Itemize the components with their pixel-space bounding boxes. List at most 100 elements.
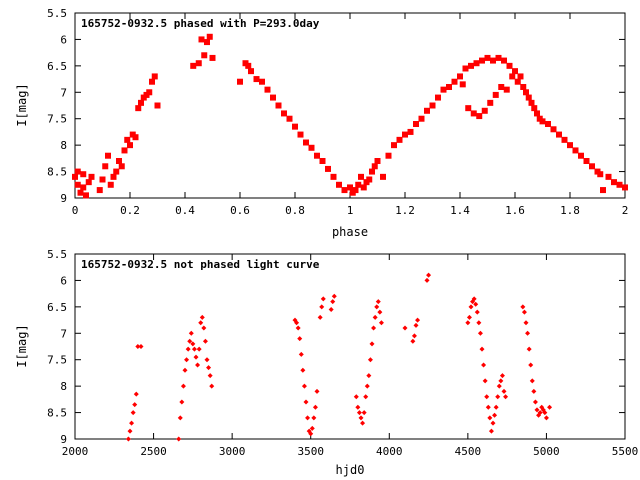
data-point [501,57,507,64]
x-tick-label: 1.2 [395,204,415,217]
data-point [116,158,122,164]
data-point [597,171,604,178]
data-point [275,102,282,109]
x-tick-label: 1 [347,204,354,217]
data-point [459,81,466,88]
y-tick-label: 9 [60,192,67,205]
data-point [537,410,543,416]
data-point [372,314,378,320]
data-point [355,181,362,188]
x-tick-label: 1.6 [505,204,525,217]
phased-panel: 0 0.2 0.4 0.6 0.8 1 1.2 1.4 1.6 1.8 2 5.5 6 6.5 7 7.5 8 8… [15,7,628,239]
data-point [297,131,304,138]
data-point [259,78,265,85]
data-point [545,121,551,127]
data-point [195,362,201,368]
y-tick-label: 6 [60,274,67,287]
phased-y-axis-title: I[mag] [15,83,29,126]
data-point [360,420,366,426]
data-point [297,336,303,342]
data-point [490,57,496,64]
data-point [202,338,208,344]
data-point [361,410,367,416]
data-point [201,52,208,59]
x-tick-label: 0 [72,204,79,217]
data-point [188,330,194,336]
data-point [352,187,359,194]
data-point [457,73,463,80]
data-point [355,404,361,410]
data-point [309,425,315,431]
data-point [366,176,373,183]
data-point [415,317,421,323]
data-point [358,415,364,421]
data-point [303,399,309,405]
data-point [529,378,535,384]
data-point [331,293,337,299]
data-point [179,399,185,405]
x-tick-label: 5000 [533,445,560,458]
data-point [198,320,204,326]
data-point [121,147,128,154]
data-point [129,420,135,426]
data-point [363,394,369,400]
data-point [446,84,452,90]
data-point [369,341,375,347]
y-tick-label: 6.5 [47,60,67,73]
data-point [341,187,348,194]
data-point [532,399,538,405]
data-point [113,168,120,175]
x-tick-label: 1.4 [450,204,470,217]
data-point [378,320,384,326]
data-point [583,158,590,164]
x-tick-label: 3500 [297,445,324,458]
data-point [77,189,84,196]
data-point [317,314,323,320]
data-point [492,412,498,418]
data-point [199,314,205,320]
data-point [245,62,252,69]
data-point [133,391,139,397]
data-point [204,357,210,363]
data-point [526,346,532,352]
data-point [413,121,419,127]
data-point [476,113,483,120]
data-point [512,68,518,75]
data-point [440,86,447,93]
data-point [102,163,109,170]
data-point [396,136,403,143]
data-point [83,192,89,199]
data-point [135,105,142,112]
data-point [198,36,205,43]
data-point [177,415,183,421]
x-tick-label: 5500 [612,445,639,458]
data-point [130,410,136,416]
data-point [424,277,430,283]
data-point [374,304,380,310]
data-point [125,436,131,442]
data-point [451,78,458,85]
y-tick-label: 7.5 [47,113,67,126]
data-point [209,383,215,389]
data-point [369,168,375,175]
data-point [407,128,414,135]
data-point [547,404,553,410]
phased-plot-title: 165752-0932.5 phased with P=293.0day [81,17,320,30]
y-tick-label: 7.5 [47,354,67,367]
data-point [465,320,471,326]
data-point [190,62,197,69]
data-point [485,404,491,410]
data-point [138,344,144,349]
data-point [132,402,138,408]
data-point [182,367,188,373]
data-point [521,309,527,315]
data-point [146,89,153,96]
data-point [127,428,133,434]
data-point [353,394,359,400]
data-point [495,394,501,400]
data-point [492,91,499,98]
y-tick-label: 7 [60,327,67,340]
data-point [410,338,416,344]
data-point [301,383,307,389]
